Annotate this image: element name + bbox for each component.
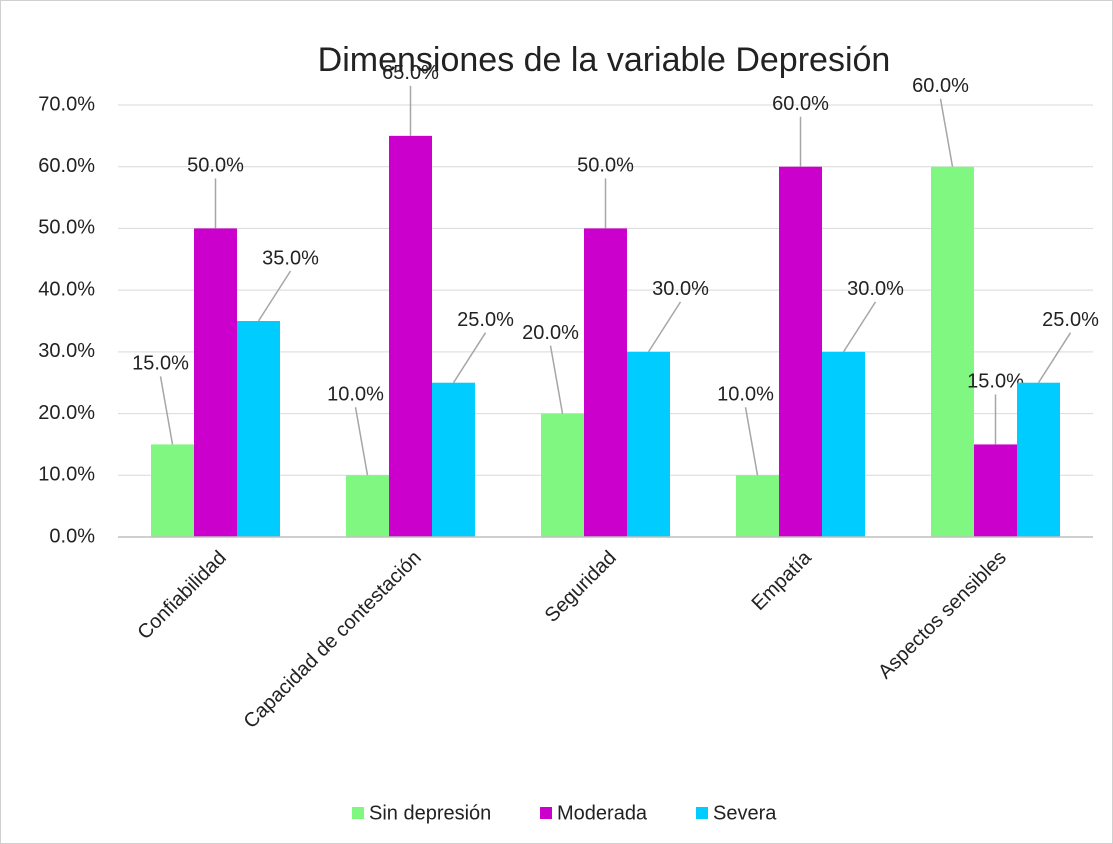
bar [194, 228, 237, 537]
y-tick-label: 70.0% [38, 93, 95, 115]
bar [151, 444, 194, 537]
bar [237, 321, 280, 537]
bar [541, 413, 584, 537]
leader-line [354, 407, 369, 476]
legend-label: Severa [713, 802, 777, 824]
y-tick-label: 0.0% [49, 525, 95, 547]
y-tick-label: 20.0% [38, 402, 95, 424]
leader-line [842, 301, 877, 353]
data-label: 35.0% [262, 247, 319, 269]
legend-swatch [696, 807, 708, 819]
bar [389, 135, 432, 537]
leader-line [744, 407, 759, 476]
bar [822, 351, 865, 537]
leader-line [1037, 332, 1072, 384]
bar [779, 166, 822, 537]
data-label: 30.0% [652, 278, 709, 300]
data-label: 15.0% [967, 371, 1024, 393]
y-tick-label: 10.0% [38, 464, 95, 486]
bar [346, 475, 389, 537]
legend-label: Sin depresión [369, 802, 491, 824]
data-label: 15.0% [132, 353, 189, 375]
chart-title: Dimensiones de la variable Depresión [318, 41, 891, 79]
data-label: 10.0% [717, 384, 774, 406]
data-label: 30.0% [847, 278, 904, 300]
leader-line [257, 270, 292, 322]
leader-line [939, 98, 954, 167]
data-label: 20.0% [522, 322, 579, 344]
bar [931, 166, 974, 537]
data-label: 50.0% [187, 155, 244, 177]
bar [584, 228, 627, 537]
data-label: 65.0% [382, 62, 439, 84]
data-label: 60.0% [772, 93, 829, 115]
bar [736, 475, 779, 537]
bar [627, 351, 670, 537]
leader-line [159, 376, 174, 445]
y-tick-label: 30.0% [38, 340, 95, 362]
y-tick-label: 50.0% [38, 217, 95, 239]
data-label: 25.0% [457, 309, 514, 331]
y-tick-label: 40.0% [38, 278, 95, 300]
y-tick-label: 60.0% [38, 155, 95, 177]
legend-swatch [540, 807, 552, 819]
bar [1017, 382, 1060, 537]
legend-swatch [352, 807, 364, 819]
bar [974, 444, 1017, 537]
legend-label: Moderada [557, 802, 648, 824]
leader-line [452, 332, 487, 384]
bar [432, 382, 475, 537]
leader-line [647, 301, 682, 353]
leader-line [549, 345, 564, 414]
data-label: 60.0% [912, 75, 969, 97]
data-label: 25.0% [1042, 309, 1099, 331]
data-label: 10.0% [327, 384, 384, 406]
data-label: 50.0% [577, 155, 634, 177]
